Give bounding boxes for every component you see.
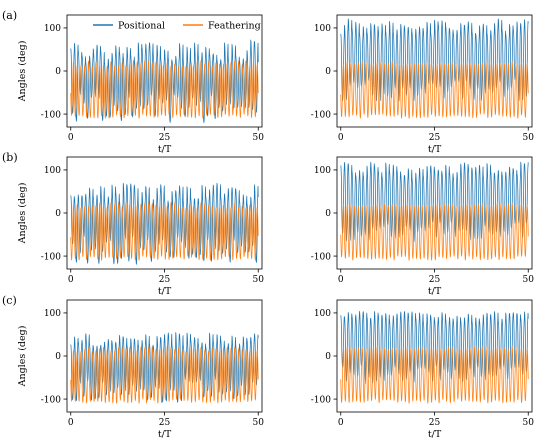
series-line-positional-a-right bbox=[340, 18, 529, 102]
panel-label: (c) bbox=[2, 294, 17, 307]
series-line-feathering-c-right bbox=[340, 346, 529, 404]
x-axis-label: t/T bbox=[428, 429, 442, 440]
y-tick-label: 0 bbox=[325, 352, 331, 362]
y-tick-label: 100 bbox=[314, 24, 331, 34]
x-tick-label: 25 bbox=[159, 418, 171, 428]
series-line-positional-c-left bbox=[70, 332, 259, 403]
x-tick-label: 50 bbox=[253, 275, 265, 285]
y-tick-label: 0 bbox=[55, 352, 61, 362]
x-tick-label: 0 bbox=[338, 133, 344, 143]
x-axis-label: t/T bbox=[428, 144, 442, 155]
y-axis-label: Angles (deg) bbox=[17, 41, 28, 103]
subplot-c-left: 0 25 50 -100 0 100 t/T Angles (deg) (c) bbox=[2, 294, 264, 440]
x-tick-label: 25 bbox=[429, 275, 441, 285]
y-tick-label: -100 bbox=[311, 252, 331, 262]
x-tick-label: 0 bbox=[338, 275, 344, 285]
subplot-b-left: 0 25 50 -100 0 100 t/T Angles (deg) (b) bbox=[2, 151, 264, 297]
y-tick-label: 100 bbox=[44, 166, 61, 176]
x-tick-label: 25 bbox=[159, 275, 171, 285]
subplot-a-right: 0 25 50 -100 0 100 t/T bbox=[311, 14, 535, 155]
series-line-positional-b-right bbox=[340, 161, 529, 243]
y-tick-label: 100 bbox=[44, 24, 61, 34]
legend-label-positional: Positional bbox=[118, 20, 165, 31]
y-tick-label: 100 bbox=[314, 309, 331, 319]
y-tick-label: 0 bbox=[325, 209, 331, 219]
x-tick-label: 50 bbox=[523, 133, 535, 143]
x-tick-label: 50 bbox=[253, 133, 265, 143]
panel-label: (a) bbox=[2, 9, 17, 22]
series-line-feathering-a-right bbox=[340, 61, 529, 119]
x-axis-label: t/T bbox=[428, 286, 442, 297]
series-line-feathering-b-right bbox=[340, 203, 529, 261]
x-tick-label: 50 bbox=[253, 418, 265, 428]
y-axis-label: Angles (deg) bbox=[17, 183, 28, 245]
x-tick-label: 50 bbox=[523, 275, 535, 285]
subplot-a-left: 0 25 50 -100 0 100 t/T Angles (deg) (a) Positiona… bbox=[2, 9, 264, 155]
x-axis-label: t/T bbox=[158, 286, 172, 297]
x-tick-label: 25 bbox=[159, 133, 171, 143]
legend-label-feathering: Feathering bbox=[208, 20, 261, 31]
subplot-b-right: 0 25 50 -100 0 100 t/T bbox=[311, 156, 535, 297]
series-line-feathering-a-left bbox=[70, 60, 259, 119]
x-tick-label: 0 bbox=[338, 418, 344, 428]
series-line-positional-b-left bbox=[70, 182, 259, 265]
x-axis-label: t/T bbox=[158, 144, 172, 155]
y-axis-label: Angles (deg) bbox=[17, 326, 28, 388]
x-tick-label: 0 bbox=[68, 418, 74, 428]
x-tick-label: 0 bbox=[68, 275, 74, 285]
y-tick-label: 0 bbox=[55, 67, 61, 77]
y-tick-label: 100 bbox=[44, 309, 61, 319]
y-tick-label: 100 bbox=[314, 166, 331, 176]
subplot-c-right: 0 25 50 -100 0 100 t/T bbox=[311, 299, 535, 440]
y-tick-label: 0 bbox=[55, 209, 61, 219]
series-line-feathering-c-left bbox=[70, 346, 259, 404]
y-tick-label: 0 bbox=[325, 67, 331, 77]
series-line-positional-c-right bbox=[340, 311, 529, 385]
y-tick-label: -100 bbox=[41, 252, 61, 262]
y-tick-label: -100 bbox=[311, 110, 331, 120]
x-tick-label: 25 bbox=[429, 133, 441, 143]
series-line-feathering-b-left bbox=[70, 202, 259, 261]
x-tick-label: 25 bbox=[429, 418, 441, 428]
x-axis-label: t/T bbox=[158, 429, 172, 440]
x-tick-label: 50 bbox=[523, 418, 535, 428]
x-tick-label: 0 bbox=[68, 133, 74, 143]
y-tick-label: -100 bbox=[41, 395, 61, 405]
panel-label: (b) bbox=[2, 151, 18, 164]
y-tick-label: -100 bbox=[311, 395, 331, 405]
y-tick-label: -100 bbox=[41, 110, 61, 120]
